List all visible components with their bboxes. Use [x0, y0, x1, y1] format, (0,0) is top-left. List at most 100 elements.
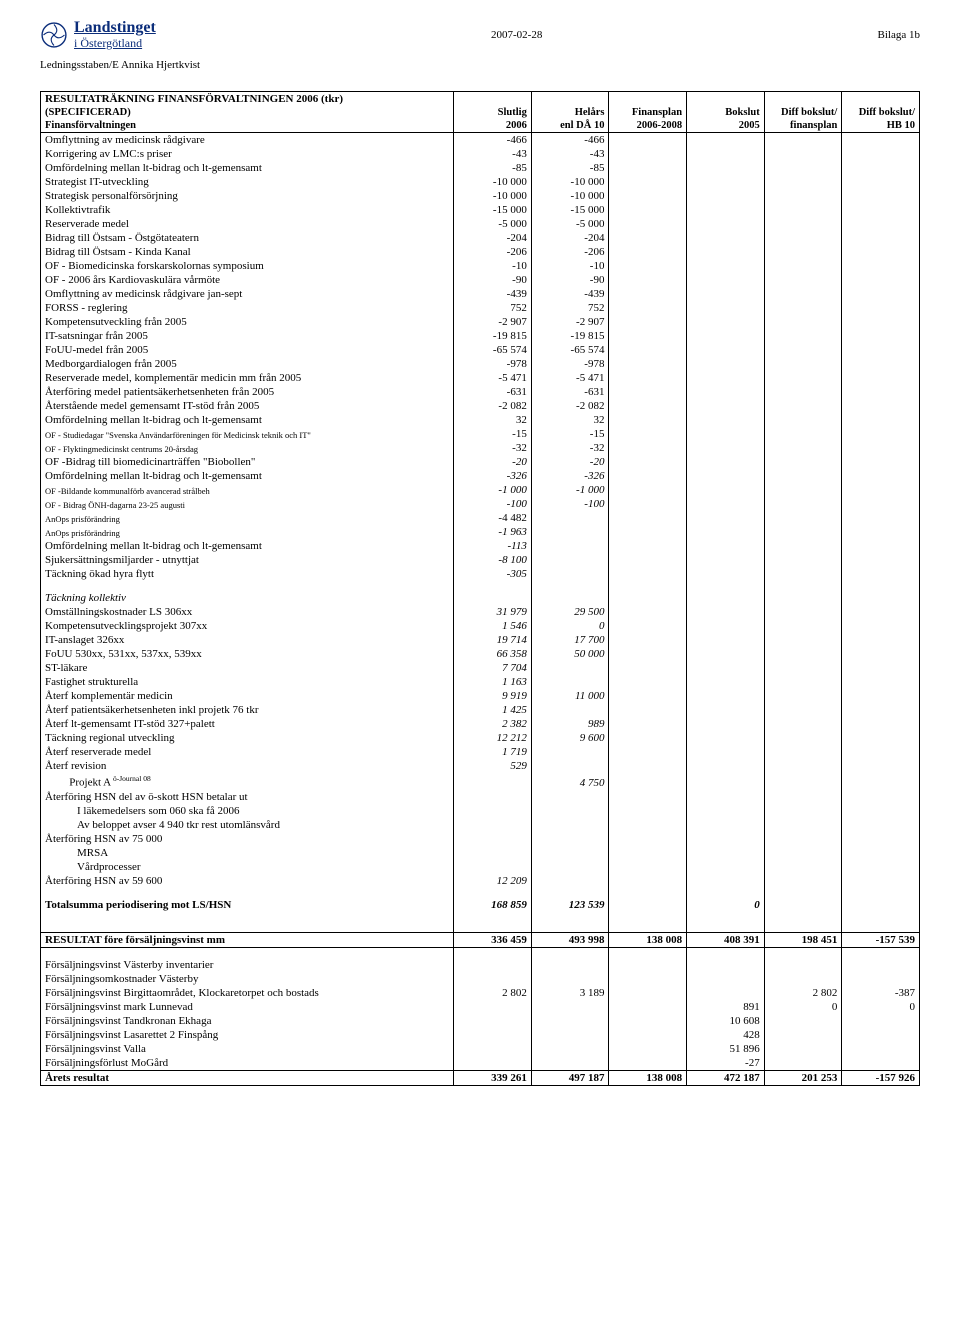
cell-value [842, 399, 920, 413]
cell-value: -85 [531, 161, 609, 175]
cell-value: -1 000 [531, 483, 609, 497]
row-label: Försäljningsvinst Valla [41, 1042, 454, 1056]
cell-value: 9 919 [454, 689, 532, 703]
cell-value: 7 704 [454, 661, 532, 675]
cell-value: 752 [531, 301, 609, 315]
table-header: Diff bokslut/ [842, 106, 920, 119]
cell-value [609, 399, 687, 413]
cell-value [764, 832, 842, 846]
cell-value [531, 790, 609, 804]
table-header: Helårs [531, 106, 609, 119]
cell-value [609, 329, 687, 343]
cell-value: -631 [454, 385, 532, 399]
row-label: Omflyttning av medicinsk rådgivare [41, 133, 454, 148]
cell-value [609, 147, 687, 161]
cell-value [764, 217, 842, 231]
cell-value [764, 497, 842, 511]
cell-value [764, 203, 842, 217]
cell-value [842, 217, 920, 231]
cell-value: 138 008 [609, 933, 687, 948]
cell-value [842, 846, 920, 860]
row-label: Återföring HSN av 59 600 [41, 874, 454, 888]
logo-block: Landstinget i Östergötland [40, 20, 156, 49]
cell-value [764, 958, 842, 972]
cell-value: -113 [454, 539, 532, 553]
cell-value: 9 600 [531, 731, 609, 745]
cell-value: 3 189 [531, 986, 609, 1000]
row-label: Försäljningsvinst mark Lunnevad [41, 1000, 454, 1014]
cell-value [687, 203, 765, 217]
cell-value: -978 [454, 357, 532, 371]
cell-value: -10 [531, 259, 609, 273]
cell-value: 19 714 [454, 633, 532, 647]
cell-value [687, 986, 765, 1000]
subheading: Ledningsstaben/E Annika Hjertkvist [40, 59, 920, 71]
cell-value [842, 703, 920, 717]
cell-value: -90 [454, 273, 532, 287]
cell-value [687, 553, 765, 567]
cell-value [842, 818, 920, 832]
cell-value: 198 451 [764, 933, 842, 948]
cell-value [609, 287, 687, 301]
cell-value [687, 455, 765, 469]
cell-value: -65 574 [454, 343, 532, 357]
cell-value [764, 161, 842, 175]
row-label: Kompetensutveckling från 2005 [41, 315, 454, 329]
cell-value [764, 343, 842, 357]
cell-value [454, 832, 532, 846]
row-label: Täckning ökad hyra flytt [41, 567, 454, 581]
cell-value [609, 661, 687, 675]
cell-value [454, 860, 532, 874]
cell-value [531, 804, 609, 818]
cell-value [687, 301, 765, 315]
cell-value: 201 253 [764, 1071, 842, 1086]
row-label: Omflyttning av medicinsk rådgivare jan-s… [41, 287, 454, 301]
cell-value [764, 846, 842, 860]
cell-value: -5 471 [531, 371, 609, 385]
cell-value [609, 343, 687, 357]
cell-value [687, 591, 765, 605]
cell-value: -1 000 [454, 483, 532, 497]
cell-value [687, 717, 765, 731]
table-header: Slutlig [454, 106, 532, 119]
row-label: OF - Biomedicinska forskarskolornas symp… [41, 259, 454, 273]
cell-value [609, 790, 687, 804]
cell-value: 138 008 [609, 1071, 687, 1086]
cell-value [609, 1014, 687, 1028]
cell-value [609, 315, 687, 329]
cell-value [842, 759, 920, 773]
result-table: RESULTATRÄKNING FINANSFÖRVALTNINGEN 2006… [40, 91, 920, 1086]
cell-value [454, 1000, 532, 1014]
cell-value [609, 413, 687, 427]
cell-value [531, 958, 609, 972]
cell-value [609, 633, 687, 647]
cell-value [609, 385, 687, 399]
cell-value: 891 [687, 1000, 765, 1014]
cell-value: 10 608 [687, 1014, 765, 1028]
cell-value [842, 898, 920, 912]
cell-value [531, 832, 609, 846]
cell-value [842, 874, 920, 888]
cell-value: -2 907 [454, 315, 532, 329]
cell-value: 51 896 [687, 1042, 765, 1056]
row-label: Försäljningsvinst Tandkronan Ekhaga [41, 1014, 454, 1028]
cell-value [687, 539, 765, 553]
cell-value [764, 553, 842, 567]
cell-value: -305 [454, 567, 532, 581]
row-label: Återf lt-gemensamt IT-stöd 327+palett [41, 717, 454, 731]
cell-value: -100 [531, 497, 609, 511]
cell-value: 0 [764, 1000, 842, 1014]
cell-value [764, 525, 842, 539]
cell-value [842, 605, 920, 619]
cell-value [531, 703, 609, 717]
table-header: Finansplan [609, 106, 687, 119]
cell-value: -2 082 [454, 399, 532, 413]
cell-value [764, 647, 842, 661]
cell-value [687, 818, 765, 832]
cell-value [764, 619, 842, 633]
cell-value [764, 1056, 842, 1071]
cell-value [842, 483, 920, 497]
cell-value [687, 385, 765, 399]
row-label: Strategist IT-utveckling [41, 175, 454, 189]
cell-value: 339 261 [454, 1071, 532, 1086]
